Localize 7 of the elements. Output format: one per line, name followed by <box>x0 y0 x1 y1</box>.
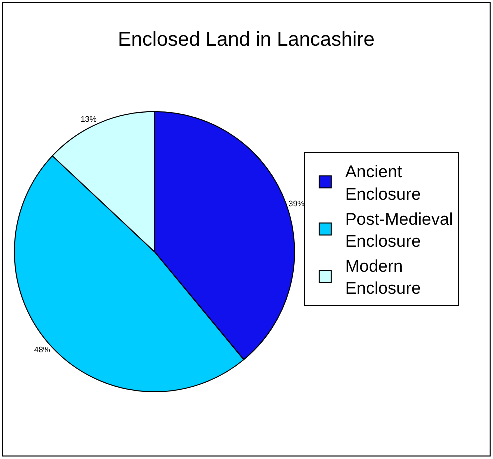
legend-label: Modern Enclosure <box>345 257 422 298</box>
chart-title: Enclosed Land in Lancashire <box>118 29 375 52</box>
data-label: 48% <box>34 345 50 354</box>
legend-label: Ancient Enclosure <box>345 162 422 204</box>
data-label: 13% <box>80 115 97 124</box>
legend-label: Post-Medieval Enclosure <box>345 210 454 251</box>
data-label: 39% <box>288 199 305 208</box>
